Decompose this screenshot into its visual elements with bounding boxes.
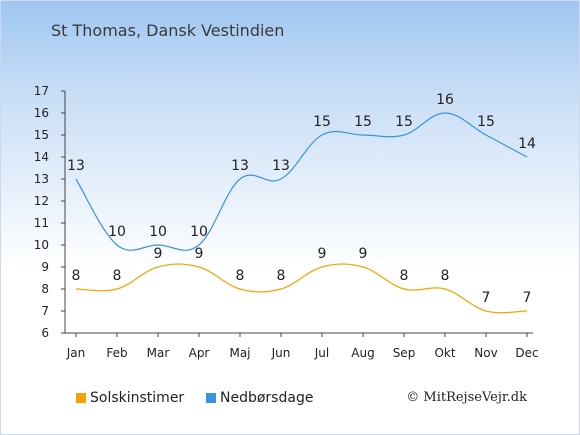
- data-label-nedborsdage: 10: [108, 224, 126, 240]
- y-tick-label: 7: [41, 304, 49, 318]
- data-label-solskinstimer: 7: [523, 290, 532, 306]
- y-tick-label: 10: [34, 238, 49, 252]
- data-label-solskinstimer: 9: [318, 246, 327, 262]
- legend-swatch-nedborsdage: [206, 393, 216, 403]
- x-tick-label: Mar: [147, 346, 170, 360]
- legend-item-nedborsdage: Nedbørsdage: [206, 390, 313, 406]
- legend-swatch-solskinstimer: [76, 393, 86, 403]
- x-tick-label: Jan: [66, 346, 86, 360]
- data-label-solskinstimer: 8: [113, 268, 122, 284]
- data-label-solskinstimer: 8: [277, 268, 286, 284]
- y-tick-label: 9: [41, 260, 49, 274]
- x-tick-label: Okt: [434, 346, 455, 360]
- legend-item-solskinstimer: Solskinstimer: [76, 390, 184, 406]
- y-tick-label: 8: [41, 282, 49, 296]
- data-label-nedborsdage: 16: [436, 92, 454, 108]
- y-tick-label: 13: [34, 172, 49, 186]
- legend-label-nedborsdage: Nedbørsdage: [220, 390, 314, 406]
- data-label-nedborsdage: 14: [518, 136, 536, 152]
- data-label-solskinstimer: 8: [441, 268, 450, 284]
- x-tick-label: Feb: [106, 346, 127, 360]
- data-label-solskinstimer: 9: [154, 246, 163, 262]
- data-label-nedborsdage: 13: [272, 158, 290, 174]
- x-tick-label: Apr: [189, 346, 210, 360]
- data-label-nedborsdage: 13: [231, 158, 249, 174]
- data-label-solskinstimer: 7: [482, 290, 491, 306]
- series-line-nedborsdage: [75, 112, 528, 251]
- y-tick-label: 6: [41, 326, 49, 340]
- x-tick-label: Jul: [314, 346, 329, 360]
- data-label-solskinstimer: 8: [236, 268, 245, 284]
- chart-title: St Thomas, Dansk Vestindien: [51, 21, 285, 40]
- y-tick-label: 15: [34, 128, 49, 142]
- y-tick-label: 16: [34, 106, 49, 120]
- x-tick-label: Aug: [351, 346, 374, 360]
- data-label-nedborsdage: 15: [395, 114, 413, 130]
- y-tick-label: 14: [34, 150, 49, 164]
- data-label-nedborsdage: 13: [67, 158, 85, 174]
- data-label-solskinstimer: 9: [195, 246, 204, 262]
- data-label-nedborsdage: 10: [149, 224, 167, 240]
- x-tick-label: Maj: [229, 346, 250, 360]
- data-label-nedborsdage: 15: [313, 114, 331, 130]
- credit-text: © MitRejseVejr.dk: [406, 390, 527, 405]
- data-label-solskinstimer: 8: [400, 268, 409, 284]
- data-label-nedborsdage: 15: [354, 114, 372, 130]
- data-label-solskinstimer: 8: [72, 268, 81, 284]
- legend-label-solskinstimer: Solskinstimer: [90, 390, 185, 406]
- y-tick-label: 12: [34, 194, 49, 208]
- y-tick-label: 11: [34, 216, 49, 230]
- data-label-nedborsdage: 15: [477, 114, 495, 130]
- y-tick-label: 17: [34, 84, 49, 98]
- line-chart: 6 7 8 9 10 11 12 13 14 15 16 17 Jan Feb Mar Apr Maj Jun Ju…: [34, 84, 539, 360]
- data-label-solskinstimer: 9: [359, 246, 368, 262]
- data-label-nedborsdage: 10: [190, 224, 208, 240]
- x-tick-label: Jun: [271, 346, 291, 360]
- series-line-solskinstimer: [75, 263, 528, 314]
- x-tick-label: Sep: [393, 346, 416, 360]
- x-tick-label: Dec: [515, 346, 538, 360]
- x-tick-label: Nov: [474, 346, 497, 360]
